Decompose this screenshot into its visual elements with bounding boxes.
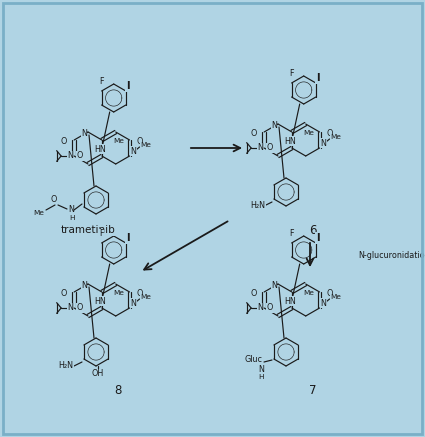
Text: F: F bbox=[99, 77, 104, 87]
Text: O: O bbox=[267, 304, 273, 312]
Text: HN: HN bbox=[94, 296, 106, 305]
Text: 8: 8 bbox=[114, 384, 122, 396]
Text: I: I bbox=[126, 81, 130, 91]
Text: Me: Me bbox=[34, 210, 45, 216]
Text: I: I bbox=[316, 233, 320, 243]
Text: N: N bbox=[320, 139, 326, 148]
Text: O: O bbox=[77, 304, 83, 312]
Text: HN: HN bbox=[284, 136, 296, 146]
Text: O: O bbox=[136, 136, 143, 146]
Text: Me: Me bbox=[303, 130, 314, 136]
Text: H₂N: H₂N bbox=[250, 201, 266, 211]
Text: N: N bbox=[67, 152, 73, 160]
Text: H: H bbox=[69, 215, 75, 221]
Text: HN: HN bbox=[284, 296, 296, 305]
Text: O: O bbox=[326, 128, 333, 138]
Text: O: O bbox=[326, 288, 333, 298]
Text: N: N bbox=[67, 304, 73, 312]
Text: O: O bbox=[251, 288, 257, 298]
Text: I: I bbox=[126, 233, 130, 243]
Text: Gluc: Gluc bbox=[245, 356, 263, 364]
Text: H: H bbox=[258, 374, 264, 380]
Text: O: O bbox=[251, 128, 257, 138]
Text: Me: Me bbox=[113, 138, 124, 144]
Text: N: N bbox=[81, 281, 87, 289]
Text: N: N bbox=[320, 298, 326, 308]
Text: 7: 7 bbox=[309, 384, 317, 396]
Text: O: O bbox=[51, 194, 57, 204]
Text: N-glucuronidation: N-glucuronidation bbox=[358, 252, 425, 260]
Text: O: O bbox=[77, 152, 83, 160]
Text: F: F bbox=[99, 229, 104, 239]
Text: Me: Me bbox=[113, 290, 124, 296]
Text: HN: HN bbox=[94, 145, 106, 153]
Text: N: N bbox=[257, 143, 263, 153]
Text: O: O bbox=[61, 136, 67, 146]
Text: O: O bbox=[61, 288, 67, 298]
Text: 6: 6 bbox=[309, 223, 317, 236]
Text: trametinib: trametinib bbox=[61, 225, 115, 235]
Text: Me: Me bbox=[140, 142, 151, 148]
Text: O: O bbox=[136, 288, 143, 298]
Text: Me: Me bbox=[330, 294, 341, 300]
Text: F: F bbox=[289, 229, 294, 239]
Text: OH: OH bbox=[92, 370, 104, 378]
Text: Me: Me bbox=[140, 294, 151, 300]
Text: I: I bbox=[316, 73, 320, 83]
Text: N: N bbox=[257, 304, 263, 312]
Text: N: N bbox=[271, 281, 277, 289]
Text: O: O bbox=[267, 143, 273, 153]
Text: N: N bbox=[130, 146, 136, 156]
Text: N: N bbox=[258, 364, 264, 374]
Text: N: N bbox=[68, 205, 74, 215]
Text: N: N bbox=[271, 121, 277, 129]
Text: H₂N: H₂N bbox=[59, 361, 74, 371]
Text: N: N bbox=[81, 128, 87, 138]
Text: Me: Me bbox=[330, 134, 341, 140]
Text: Me: Me bbox=[303, 290, 314, 296]
Text: N: N bbox=[130, 298, 136, 308]
Text: F: F bbox=[289, 69, 294, 79]
